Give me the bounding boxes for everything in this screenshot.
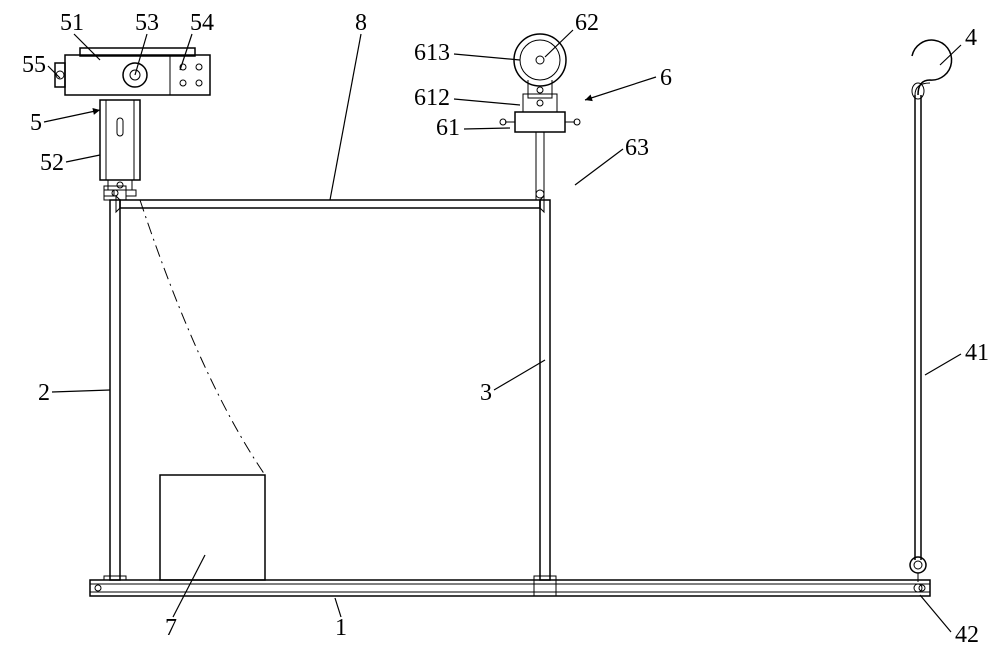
ref-5: 5 bbox=[30, 110, 42, 136]
ref-1: 1 bbox=[335, 615, 347, 641]
ref-7: 7 bbox=[165, 615, 177, 641]
ref-42: 42 bbox=[955, 622, 979, 648]
ref-55: 55 bbox=[22, 52, 46, 78]
ref-63: 63 bbox=[625, 135, 649, 161]
ref-613: 613 bbox=[414, 40, 450, 66]
ref-6: 6 bbox=[660, 65, 672, 91]
ref-3: 3 bbox=[480, 380, 492, 406]
ref-8: 8 bbox=[355, 10, 367, 36]
ref-52: 52 bbox=[40, 150, 64, 176]
ref-53: 53 bbox=[135, 10, 159, 36]
ref-54: 54 bbox=[190, 10, 214, 36]
ref-4: 4 bbox=[965, 25, 977, 51]
ref-2: 2 bbox=[38, 380, 50, 406]
ref-62: 62 bbox=[575, 10, 599, 36]
ref-51: 51 bbox=[60, 10, 84, 36]
ref-61: 61 bbox=[436, 115, 460, 141]
ref-612: 612 bbox=[414, 85, 450, 111]
ref-41: 41 bbox=[965, 340, 989, 366]
mechanical-diagram: 5153545555286261361261663441422713 bbox=[0, 0, 1000, 662]
